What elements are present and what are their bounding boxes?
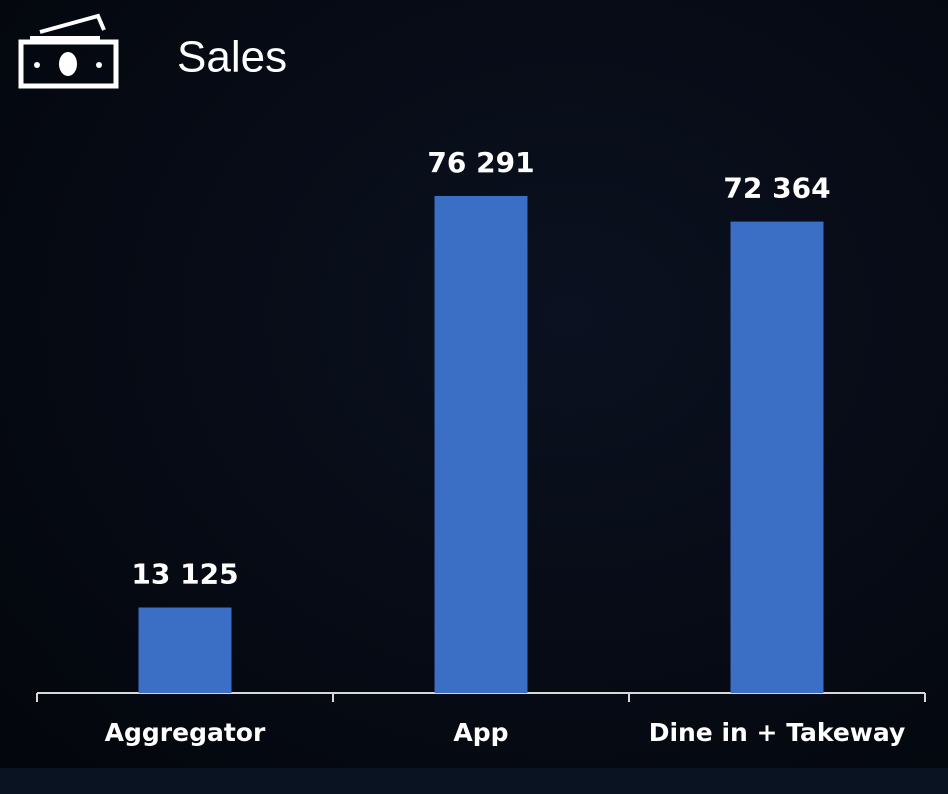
value-label: 13 125 bbox=[131, 557, 238, 590]
chart-title: Sales bbox=[177, 33, 287, 82]
x-tick-label: Dine in + Takeway bbox=[649, 718, 906, 747]
x-tick-label: App bbox=[453, 718, 508, 747]
bottom-strip bbox=[0, 768, 948, 794]
value-label: 72 364 bbox=[723, 172, 830, 205]
bar bbox=[434, 196, 528, 693]
value-label: 76 291 bbox=[427, 146, 534, 179]
money-icon bbox=[18, 13, 119, 89]
x-tick-label: Aggregator bbox=[105, 718, 266, 747]
bar bbox=[138, 607, 232, 693]
bar bbox=[730, 221, 824, 693]
